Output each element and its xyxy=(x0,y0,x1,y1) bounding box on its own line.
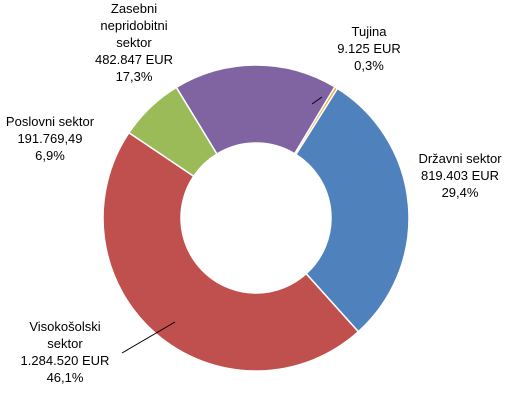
data-label-line: Zasebni xyxy=(111,1,157,16)
data-label-line: Tujina xyxy=(352,24,388,39)
data-label-line: sektor xyxy=(47,336,83,351)
data-label-line: Poslovni sektor xyxy=(6,114,95,129)
data-label: Državni sektor 819.403 EUR 29,4% xyxy=(418,151,502,200)
data-labels: Tujina 9.125 EUR 0,3% Državni sektor 819.403… xyxy=(6,1,502,385)
slice-dr-avni-sektor xyxy=(294,87,410,333)
slice-zasebni-nepridobitni-sektor xyxy=(175,64,336,155)
data-label-line: 17,3% xyxy=(116,69,153,84)
slice-visoko-olski-sektor xyxy=(102,131,360,372)
data-label-line: nepridobitni xyxy=(100,18,167,33)
data-label-line: Državni sektor xyxy=(418,151,502,166)
data-label-line: sektor xyxy=(116,35,152,50)
data-label-line: 191.769,49 xyxy=(17,131,82,146)
data-label-line: 6,9% xyxy=(35,148,65,163)
data-label-line: 46,1% xyxy=(47,370,84,385)
data-label: Tujina 9.125 EUR 0,3% xyxy=(337,24,401,73)
leader-line xyxy=(121,321,176,354)
data-label-line: 9.125 EUR xyxy=(337,41,401,56)
data-label-line: 0,3% xyxy=(354,58,384,73)
data-label-line: 819.403 EUR xyxy=(421,168,499,183)
data-label-line: 1.284.520 EUR xyxy=(21,353,110,368)
leader-lines xyxy=(121,96,323,354)
data-label: Zasebni nepridobitni sektor 482.847 EUR 17,3… xyxy=(95,1,173,84)
leader-line xyxy=(311,96,323,105)
data-label: Poslovni sektor 191.769,49 6,9% xyxy=(6,114,95,163)
slices-group xyxy=(102,64,410,372)
data-label-line: Visokošolski xyxy=(29,319,100,334)
data-label: Visokošolski sektor 1.284.520 EUR 46,1% xyxy=(21,319,110,385)
data-label-line: 482.847 EUR xyxy=(95,52,173,67)
data-label-line: 29,4% xyxy=(442,185,479,200)
